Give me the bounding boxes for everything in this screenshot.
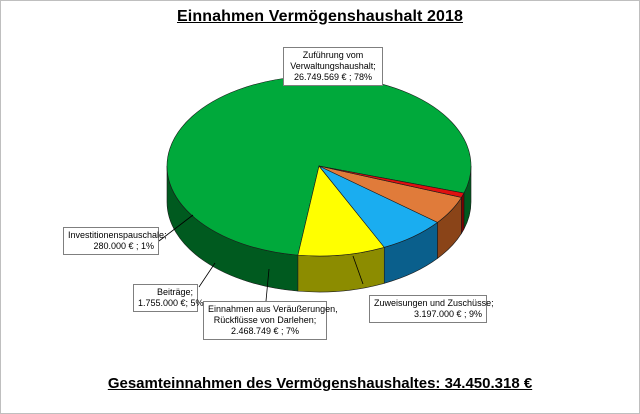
pie-slice-zuweisungen [297, 165, 385, 257]
leader-line-beitraege [198, 262, 216, 288]
data-label-zufuehrung: Zuführung vom Verwaltungshaushalt; 26.74… [283, 47, 383, 86]
pie-depth-group [166, 165, 472, 293]
pie-slice-investitionspauschale [318, 165, 465, 198]
pie-slices-group [166, 75, 472, 257]
chart-title: Einnahmen Vermögenshaushalt 2018 [177, 8, 463, 25]
leader-line-zuweisungen [352, 255, 364, 285]
data-label-beitraege: Beiträge; 1.755.000 €; 5% [133, 284, 204, 312]
data-label-investitionspauschale: Investitionenspauschale; 280.000 € ; 1% [63, 227, 167, 255]
data-label-zuweisungen: Zuweisungen und Zuschüsse; 3.197.000 € ;… [369, 295, 494, 323]
leader-line-veraeusserungen [265, 268, 270, 302]
data-label-veraeusserungen: Einnahmen aus Veräußerungen, Rückflüsse … [203, 301, 338, 340]
chart-footer-total: Gesamteinnahmen des Vermögenshaushaltes:… [107, 375, 533, 392]
leader-line-investitionspauschale [158, 214, 194, 242]
pie-depth-investitionspauschale [461, 192, 465, 235]
leader-lines-group [158, 214, 364, 302]
